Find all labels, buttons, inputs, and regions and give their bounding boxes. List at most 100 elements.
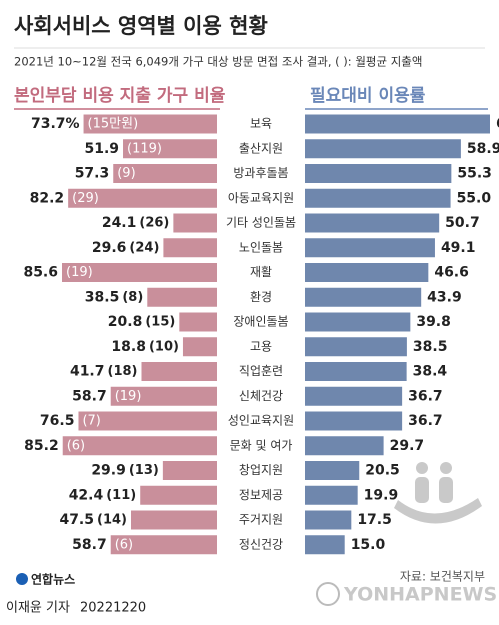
bar	[305, 362, 407, 381]
category-label: 창업지원	[239, 463, 283, 477]
bar	[68, 188, 217, 208]
bar	[62, 263, 217, 282]
value-label: 15.0	[351, 537, 386, 553]
value-label: 36.7	[408, 388, 443, 404]
value-label: 58.9	[467, 141, 499, 157]
value-label: 58.7	[72, 388, 107, 404]
value-label: 58.7	[72, 537, 107, 553]
bar	[305, 510, 352, 530]
value-label: 49.1	[441, 240, 476, 256]
bar	[305, 238, 435, 258]
bar	[305, 436, 384, 456]
bar	[305, 312, 411, 332]
category-label: 정신건강	[239, 537, 283, 551]
date: 20221220	[80, 601, 146, 616]
value-label: 76.5	[40, 413, 75, 429]
value-label: 47.5	[59, 512, 94, 528]
bar	[130, 510, 217, 530]
bar	[305, 337, 407, 357]
category-label: 환경	[250, 290, 272, 304]
spending-label: (19)	[66, 265, 93, 280]
value-label: 38.5	[413, 339, 448, 355]
value-label: 55.3	[457, 166, 492, 182]
value-label: 82.2	[30, 190, 65, 206]
bar	[110, 535, 217, 555]
spending-label: (14)	[97, 513, 127, 528]
bar	[110, 386, 217, 406]
bar	[123, 139, 217, 159]
value-label: 38.4	[413, 364, 448, 380]
bar	[162, 461, 217, 480]
bar	[147, 287, 217, 307]
category-label: 방과후돌봄	[233, 166, 288, 180]
care-icon	[394, 462, 482, 524]
value-label: 18.8	[111, 339, 146, 355]
value-label: 46.6	[434, 265, 469, 281]
value-label: 39.8	[416, 314, 451, 330]
value-label: 73.7%	[31, 116, 80, 132]
value-label: 85.6	[23, 265, 58, 281]
spending-label: (13)	[129, 463, 159, 478]
bar	[305, 188, 451, 208]
value-label: 29.6	[92, 240, 127, 256]
value-label: 69.9%	[496, 116, 499, 132]
spending-label: (6)	[67, 438, 85, 453]
spending-label: (119)	[127, 141, 162, 156]
byline: 이재윤 기자	[6, 601, 70, 616]
value-label: 41.7	[70, 364, 105, 380]
bar	[140, 485, 217, 505]
category-label: 신체건강	[239, 389, 283, 403]
legend-left: 본인부담 비용 지출 가구 비율	[14, 86, 226, 106]
bar	[305, 535, 345, 555]
bar	[305, 114, 490, 134]
value-label: 29.7	[390, 438, 425, 454]
spending-label: (15)	[145, 315, 175, 330]
bar	[62, 436, 217, 456]
value-label: 17.5	[357, 512, 392, 528]
value-label: 55.0	[457, 190, 492, 206]
watermark: YONHAPNEWS	[343, 584, 497, 606]
category-label: 아동교육지원	[228, 191, 294, 205]
bar	[78, 411, 217, 431]
bar	[83, 114, 217, 134]
spending-label: (24)	[129, 240, 159, 255]
spending-label: (9)	[117, 166, 135, 181]
legend-right: 필요대비 이용률	[310, 86, 426, 106]
bar	[182, 337, 217, 357]
category-label: 장애인돌봄	[233, 315, 288, 329]
value-label: 43.9	[427, 289, 462, 305]
bar	[305, 461, 360, 480]
bar	[305, 287, 422, 307]
logo: 연합뉴스	[31, 572, 75, 587]
bar	[305, 164, 452, 183]
category-label: 노인돌봄	[239, 240, 283, 254]
bar	[113, 164, 217, 183]
value-label: 19.9	[364, 487, 399, 503]
category-label: 고용	[250, 339, 272, 353]
value-label: 24.1	[102, 215, 137, 231]
category-label: 직업훈련	[239, 364, 283, 378]
spending-label: (10)	[149, 339, 179, 354]
category-label: 보육	[250, 117, 272, 131]
category-label: 출산지원	[239, 141, 283, 155]
value-label: 57.3	[75, 166, 110, 182]
spending-label: (19)	[115, 389, 142, 404]
value-label: 51.9	[84, 141, 119, 157]
category-label: 기타 성인돌봄	[226, 216, 296, 230]
bar	[141, 362, 217, 381]
value-label: 29.9	[91, 463, 126, 479]
spending-label: (26)	[139, 216, 169, 231]
category-label: 성인교육지원	[228, 414, 294, 428]
value-label: 20.5	[365, 463, 400, 479]
category-label: 정보제공	[239, 488, 283, 502]
logo-mark	[16, 573, 28, 585]
spending-label: (15만원)	[88, 117, 139, 132]
source: 자료: 보건복지부	[400, 570, 485, 584]
bar	[305, 139, 461, 159]
category-label: 주거지원	[239, 513, 283, 527]
value-label: 20.8	[108, 314, 143, 330]
value-label: 50.7	[445, 215, 480, 231]
spending-label: (29)	[72, 191, 99, 206]
spending-label: (8)	[122, 290, 143, 305]
